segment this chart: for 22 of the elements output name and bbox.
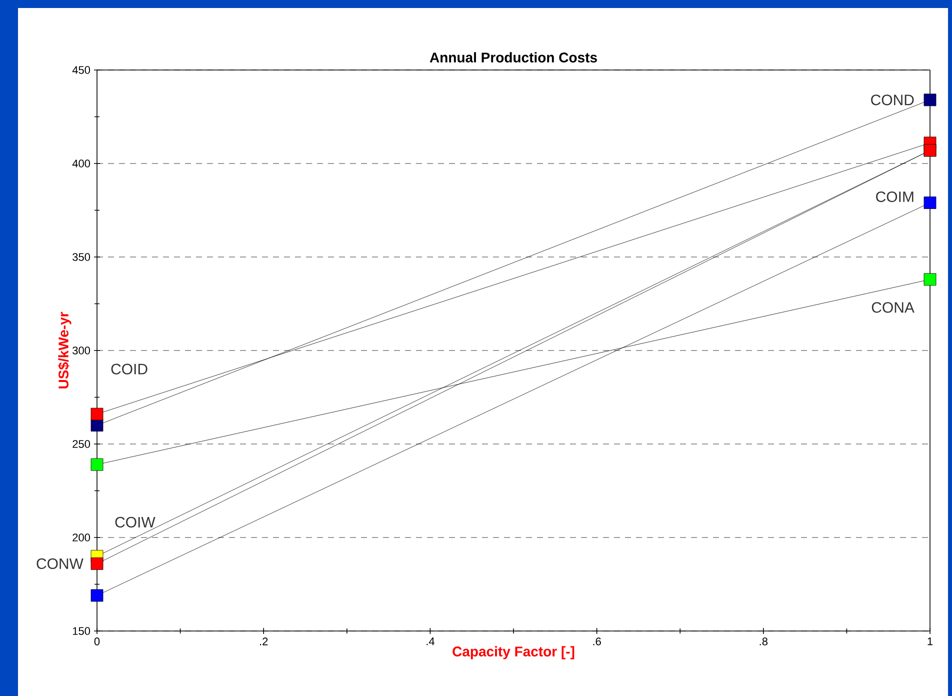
series-label: COND	[871, 94, 914, 106]
y-tick-label: 150	[72, 627, 90, 635]
y-tick-label: 300	[72, 346, 90, 354]
series-label: COIW	[115, 516, 156, 528]
x-tick-label: .8	[760, 638, 768, 646]
series-label: COIM	[876, 191, 914, 202]
x-tick-label: .2	[260, 638, 268, 646]
y-tick-label: 350	[72, 253, 90, 261]
x-tick-label: 0	[94, 638, 100, 646]
y-tick-label: 250	[72, 440, 90, 448]
y-tick-label: 450	[72, 66, 90, 74]
x-tick-label: .4	[426, 638, 434, 646]
x-tick-label: 1	[928, 638, 933, 646]
x-axis-title: Capacity Factor [-]	[452, 646, 574, 660]
x-tick-label: .6	[593, 638, 601, 646]
chart-title: Annual Production Costs	[430, 52, 597, 62]
series-label: CONW	[36, 558, 84, 569]
y-tick-label: 400	[72, 160, 90, 168]
series-label: CONA	[872, 302, 914, 313]
series-label: COID	[111, 364, 148, 374]
y-axis-title: US$/kWe-yr	[58, 312, 72, 388]
y-tick-label: 200	[72, 534, 90, 542]
